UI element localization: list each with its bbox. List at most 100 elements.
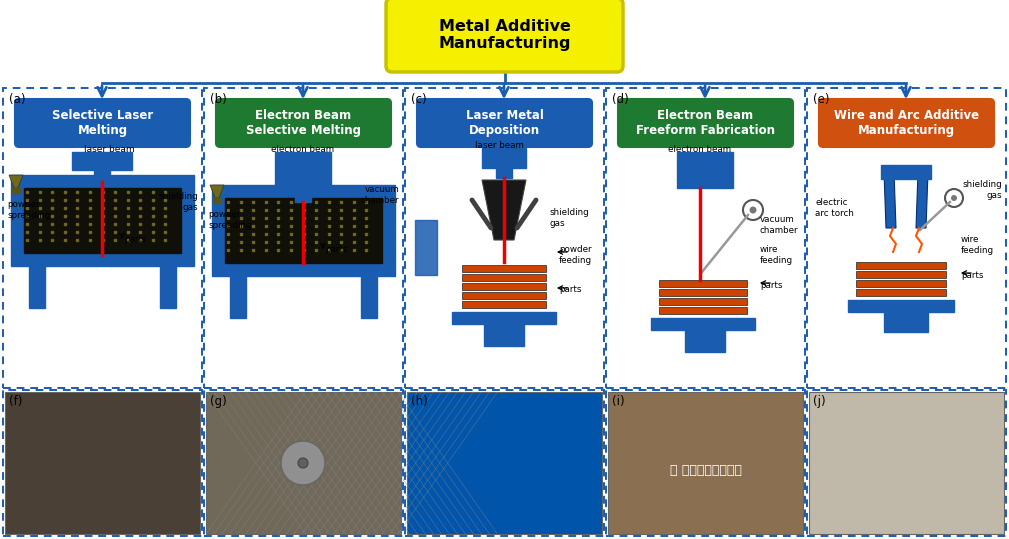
- Bar: [94, 170, 110, 182]
- Text: laser beam: laser beam: [84, 146, 134, 155]
- Bar: [415, 220, 437, 275]
- Bar: [206, 392, 401, 534]
- Bar: [160, 266, 176, 308]
- Polygon shape: [210, 185, 224, 198]
- Bar: [5, 392, 200, 534]
- Text: Electron Beam
Selective Melting: Electron Beam Selective Melting: [246, 109, 361, 137]
- Bar: [212, 198, 225, 263]
- Bar: [212, 263, 395, 276]
- Bar: [685, 330, 725, 352]
- FancyBboxPatch shape: [819, 99, 994, 147]
- Text: (f): (f): [9, 395, 22, 407]
- Text: parts: parts: [124, 236, 146, 245]
- Text: (h): (h): [411, 395, 428, 407]
- Text: powder
spreading: powder spreading: [208, 210, 251, 230]
- Text: (j): (j): [813, 395, 825, 407]
- Bar: [496, 168, 512, 178]
- Text: Wire and Arc Additive
Manufacturing: Wire and Arc Additive Manufacturing: [833, 109, 979, 137]
- Bar: [659, 289, 747, 296]
- Text: (a): (a): [9, 93, 25, 106]
- Text: 🔵 增材制造技术前沿: 🔵 增材制造技术前沿: [670, 464, 742, 477]
- Bar: [677, 152, 733, 188]
- Bar: [361, 276, 377, 318]
- Text: parts: parts: [760, 280, 783, 289]
- Polygon shape: [9, 175, 23, 188]
- Bar: [856, 289, 946, 296]
- Text: parts: parts: [961, 271, 984, 280]
- FancyBboxPatch shape: [386, 0, 623, 72]
- Bar: [3, 390, 202, 536]
- Bar: [29, 266, 45, 308]
- Bar: [856, 271, 946, 278]
- Bar: [11, 253, 194, 266]
- Polygon shape: [482, 180, 526, 240]
- Text: shielding
gas: shielding gas: [549, 208, 588, 227]
- Circle shape: [298, 458, 308, 468]
- Bar: [884, 312, 928, 332]
- Text: Electron Beam
Freeform Fabrication: Electron Beam Freeform Fabrication: [636, 109, 775, 137]
- FancyBboxPatch shape: [618, 99, 793, 147]
- Text: wire
feeding: wire feeding: [760, 245, 793, 265]
- Bar: [24, 188, 181, 253]
- FancyBboxPatch shape: [417, 99, 592, 147]
- Text: parts: parts: [325, 245, 347, 254]
- Bar: [405, 390, 604, 536]
- Circle shape: [750, 206, 757, 213]
- Bar: [213, 198, 221, 203]
- Bar: [462, 265, 546, 272]
- Bar: [462, 292, 546, 299]
- Bar: [651, 318, 755, 330]
- Bar: [809, 392, 1004, 534]
- FancyBboxPatch shape: [216, 99, 391, 147]
- Bar: [807, 390, 1006, 536]
- Text: (i): (i): [612, 395, 625, 407]
- Circle shape: [281, 441, 325, 485]
- Text: (c): (c): [411, 93, 427, 106]
- Bar: [452, 312, 556, 324]
- Bar: [382, 198, 395, 263]
- Bar: [204, 390, 403, 536]
- Text: (g): (g): [210, 395, 227, 407]
- Text: (d): (d): [612, 93, 629, 106]
- Bar: [856, 280, 946, 287]
- Text: vacuum
chamber: vacuum chamber: [360, 185, 399, 205]
- Bar: [462, 283, 546, 290]
- Text: laser beam: laser beam: [474, 142, 524, 150]
- Text: (b): (b): [210, 93, 227, 106]
- Bar: [407, 392, 602, 534]
- FancyBboxPatch shape: [15, 99, 190, 147]
- Bar: [807, 88, 1006, 388]
- Text: (e): (e): [813, 93, 829, 106]
- Bar: [659, 307, 747, 314]
- Bar: [11, 188, 24, 253]
- Bar: [659, 280, 747, 287]
- Bar: [295, 190, 311, 202]
- Text: parts: parts: [559, 286, 581, 294]
- Bar: [856, 262, 946, 269]
- Bar: [606, 390, 805, 536]
- Bar: [462, 274, 546, 281]
- Text: electron beam: electron beam: [668, 146, 732, 155]
- Bar: [230, 276, 246, 318]
- Bar: [275, 152, 331, 190]
- Text: wire
feeding: wire feeding: [961, 236, 994, 255]
- Bar: [3, 88, 202, 388]
- Text: Laser Metal
Deposition: Laser Metal Deposition: [465, 109, 544, 137]
- Bar: [12, 188, 20, 193]
- Text: Metal Additive
Manufacturing: Metal Additive Manufacturing: [438, 19, 571, 51]
- Polygon shape: [884, 172, 896, 228]
- Bar: [225, 198, 382, 263]
- Text: electric
arc torch: electric arc torch: [815, 198, 854, 218]
- Polygon shape: [916, 172, 928, 228]
- Text: shielding
gas: shielding gas: [158, 192, 198, 212]
- Bar: [848, 300, 954, 312]
- Bar: [484, 324, 524, 346]
- Bar: [462, 301, 546, 308]
- Bar: [11, 175, 194, 188]
- Bar: [405, 88, 604, 388]
- Bar: [608, 392, 803, 534]
- Bar: [72, 152, 132, 170]
- Text: powder
spreading: powder spreading: [7, 201, 50, 220]
- Text: powder
feeding: powder feeding: [559, 245, 592, 265]
- Bar: [881, 165, 931, 179]
